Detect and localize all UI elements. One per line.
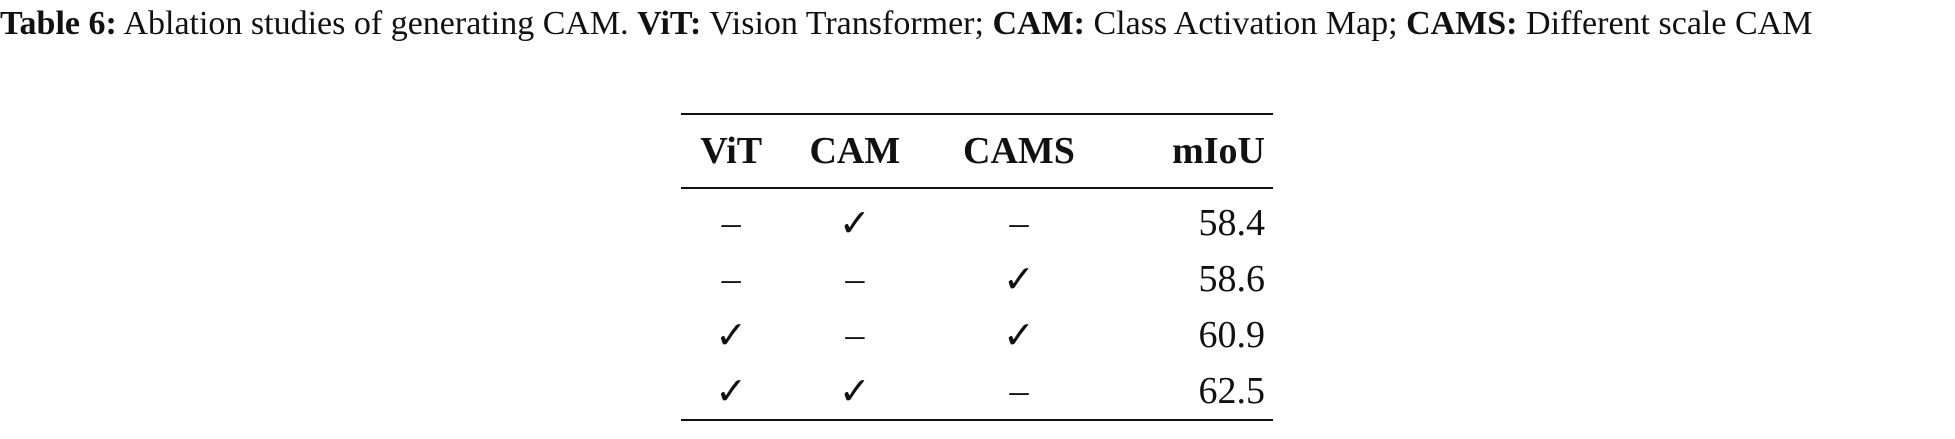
column-header: ViT: [700, 130, 763, 172]
table-cell: ✓: [715, 314, 748, 357]
table-cell: 58.6: [1198, 258, 1266, 300]
table-cell: ✓: [715, 370, 748, 413]
table-cell: ✓: [838, 370, 871, 413]
table-cell: –: [845, 258, 865, 300]
table-cell: ✓: [1003, 258, 1035, 301]
table-row: – – ✓ 58.6: [681, 251, 1273, 307]
table-cell: 58.4: [1198, 202, 1266, 244]
caption-text: Ablation studies of generating CAM.: [116, 5, 638, 42]
column-header: mIoU: [1172, 130, 1265, 172]
table-cell: ✓: [1003, 314, 1035, 357]
table-body: – ✓ – 58.4 – – ✓ 58.6 ✓ – ✓ 60.9 ✓ ✓ – 62.5: [681, 188, 1273, 420]
ablation-table: ViT CAM CAMS mIoU – ✓ – 58.4 – – ✓ 58.6 ✓ – ✓ 60.9 ✓ ✓ – 6…: [681, 113, 1273, 421]
table-cell: 60.9: [1198, 314, 1266, 356]
caption-bold: CAM:: [992, 5, 1085, 42]
caption-bold: ViT:: [637, 5, 702, 42]
caption-text: Class Activation Map;: [1084, 5, 1407, 42]
table-caption: Table 6: Ablation studies of generating …: [0, 2, 1950, 46]
table-cell: –: [1009, 370, 1029, 412]
table-row: ✓ – ✓ 60.9: [681, 307, 1273, 363]
caption-bold: Table 6:: [0, 5, 117, 42]
caption-text: Vision Transformer;: [701, 5, 993, 42]
table-header: ViT CAM CAMS mIoU: [681, 114, 1273, 188]
table-cell: 62.5: [1198, 370, 1266, 412]
table-row: ✓ ✓ – 62.5: [681, 363, 1273, 420]
table-cell: –: [1009, 202, 1029, 244]
header-row: ViT CAM CAMS mIoU: [681, 114, 1273, 188]
table-row: – ✓ – 58.4: [681, 188, 1273, 251]
table-cell: ✓: [838, 202, 871, 245]
caption-text: Different scale CAM: [1517, 5, 1813, 42]
table-cell: –: [721, 202, 741, 244]
caption-bold: CAMS:: [1406, 5, 1518, 42]
column-header: CAM: [809, 130, 901, 172]
column-header: CAMS: [963, 130, 1075, 172]
table-cell: –: [721, 258, 741, 300]
table-cell: –: [845, 314, 865, 356]
